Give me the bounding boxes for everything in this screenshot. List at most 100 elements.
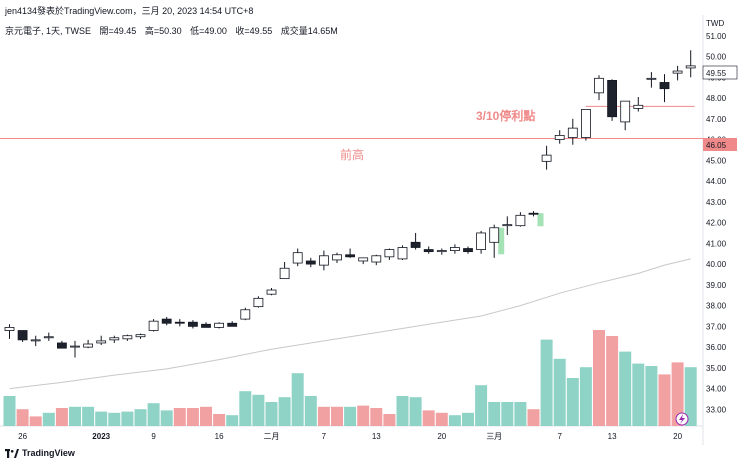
volume-bar xyxy=(475,385,488,426)
volume-bar xyxy=(357,405,370,426)
time-tick-label: 26 xyxy=(18,432,27,441)
prev-high-price: 46.05 xyxy=(706,141,727,150)
symbol-name[interactable]: 京元電子, 1天, TWSE xyxy=(5,26,92,36)
last-price: 49.55 xyxy=(706,69,727,78)
candle-body xyxy=(279,267,290,280)
candle-body xyxy=(476,232,487,250)
prev-high-price-tag: 46.05 xyxy=(703,138,737,151)
volume-bar xyxy=(278,397,291,426)
candlesticks xyxy=(4,50,696,358)
candle-body xyxy=(214,322,225,328)
lightning-icon[interactable] xyxy=(675,412,689,426)
price-tick-label: 36.00 xyxy=(706,343,727,352)
volume-bar xyxy=(462,412,474,426)
candle-body xyxy=(305,260,316,265)
volume-bar xyxy=(147,403,160,426)
price-tick-label: 35.00 xyxy=(706,364,727,373)
volume-bar xyxy=(422,410,435,426)
volume-bar xyxy=(69,406,81,426)
candle-body xyxy=(318,255,329,266)
candle-body xyxy=(292,252,303,264)
tradingview-logo-icon xyxy=(5,448,19,458)
price-tick-label: 50.00 xyxy=(706,53,727,62)
currency-label: TWD xyxy=(706,19,724,28)
candle-body xyxy=(607,79,617,118)
price-tick-label: 44.00 xyxy=(706,177,727,186)
volume-bar xyxy=(134,409,147,426)
candle-body xyxy=(109,337,120,341)
candle-body xyxy=(633,104,644,109)
candle-body xyxy=(83,343,93,348)
volume-bar xyxy=(160,410,173,426)
ohlc-high: 高=50.30 xyxy=(144,26,182,36)
price-tick-label: 39.00 xyxy=(706,281,727,290)
volume-bar xyxy=(16,409,29,426)
price-tick-label: 42.00 xyxy=(706,219,727,228)
candle-body xyxy=(423,249,434,253)
volume-bar xyxy=(684,367,697,426)
volume-bar xyxy=(3,396,16,426)
candle-body xyxy=(528,212,539,215)
moving-average xyxy=(9,258,691,390)
ohlc-low: 低=49.00 xyxy=(190,26,227,36)
volume-bar xyxy=(619,351,632,426)
candle-body xyxy=(135,334,146,338)
candle-body xyxy=(227,322,238,327)
candle-body xyxy=(201,323,211,328)
candle-body xyxy=(672,70,683,74)
volume-bar xyxy=(527,409,540,426)
volume-bar xyxy=(121,411,134,426)
prev-high-label: 前高 xyxy=(340,147,364,162)
candle-body xyxy=(567,127,578,138)
time-axis[interactable]: 26 2023 9 16 二月 7 13 20 三月 7 13 20 xyxy=(18,432,682,441)
candle-body xyxy=(620,100,631,123)
time-tick-label: 13 xyxy=(372,432,381,441)
candle-body xyxy=(410,241,421,248)
volume-bar xyxy=(671,362,684,426)
price-axis[interactable]: 33.00 34.00 35.00 36.00 37.00 38.00 39.00 40.00… xyxy=(706,32,727,415)
volume-bar xyxy=(579,367,592,426)
volume-bar xyxy=(29,416,42,426)
price-tick-label: 33.00 xyxy=(706,405,727,414)
volume-bar xyxy=(331,406,343,426)
candle-body xyxy=(4,327,15,331)
candle-body xyxy=(581,109,591,138)
volume-bar xyxy=(108,412,121,426)
time-tick-label: 13 xyxy=(608,432,617,441)
candle-body xyxy=(397,247,408,260)
candle-body xyxy=(253,297,264,308)
volume-bar xyxy=(514,402,527,426)
candle-body xyxy=(384,249,395,258)
tradingview-logo-text: TradingView xyxy=(22,448,75,458)
volume-bar xyxy=(55,408,68,426)
volume-bar xyxy=(488,402,501,426)
volume-bar xyxy=(435,412,448,426)
candle-body xyxy=(96,340,107,344)
time-tick-label: 三月 xyxy=(486,432,502,441)
time-tick-label: 7 xyxy=(322,432,327,441)
candle-body xyxy=(43,336,54,339)
publish-line: jen4134發表於TradingView.com，三月 20, 2023 14… xyxy=(5,6,254,16)
time-tick-label: 2023 xyxy=(92,432,110,441)
volume-bar xyxy=(200,406,212,426)
volume-bar xyxy=(396,396,409,426)
volume-bar xyxy=(252,394,265,426)
volume-value: 成交量14.65M xyxy=(280,26,338,36)
candle-body xyxy=(659,82,670,90)
price-tick-label: 47.00 xyxy=(706,115,727,124)
candle-body xyxy=(332,254,342,261)
candle-body xyxy=(646,77,657,80)
volume-bar xyxy=(304,396,317,426)
price-tick-label: 37.00 xyxy=(706,322,727,331)
time-tick-label: 9 xyxy=(151,432,156,441)
volume-bar xyxy=(82,406,95,426)
volume-bars xyxy=(3,330,697,426)
volume-bar xyxy=(370,408,383,426)
volume-bar xyxy=(291,373,304,426)
candle-body xyxy=(541,154,552,162)
candle-body xyxy=(358,257,369,262)
candle-body xyxy=(17,330,28,341)
candle-body xyxy=(515,214,526,227)
volume-bar xyxy=(265,402,278,426)
